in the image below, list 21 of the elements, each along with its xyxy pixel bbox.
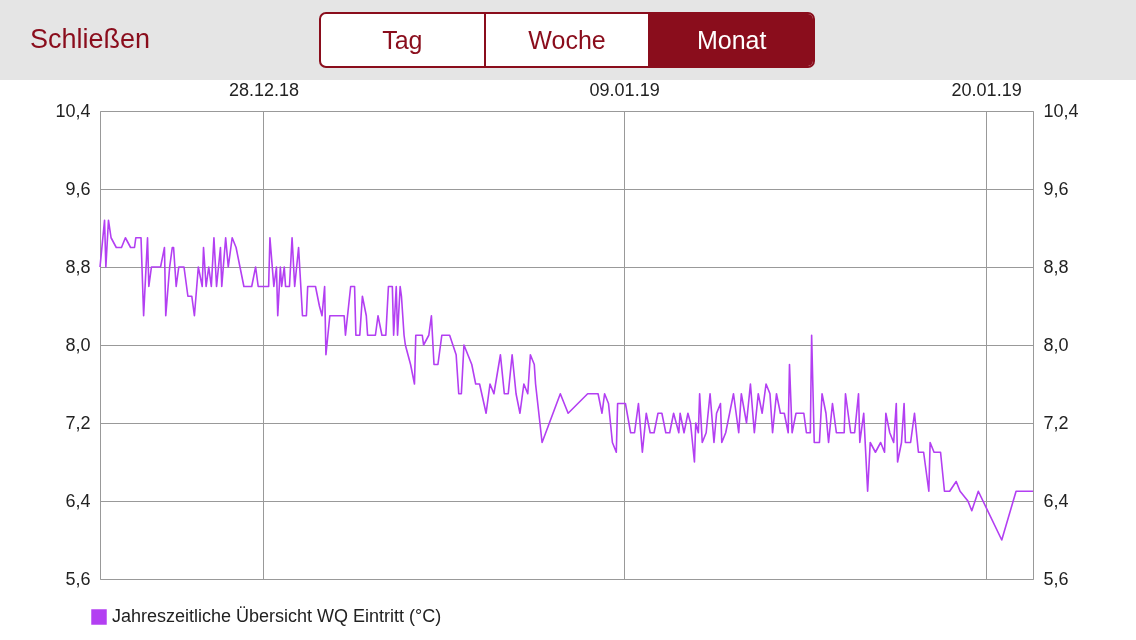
line-series <box>99 219 1034 541</box>
y2-tick-label: 9,6 <box>1043 178 1069 199</box>
y-tick-label: 8,0 <box>65 334 91 355</box>
x-tick-label: 09.01.19 <box>589 79 660 100</box>
y2-tick-label: 8,8 <box>1043 256 1069 277</box>
y-tick-label: 10,4 <box>55 100 91 121</box>
segmented-control: Tag Woche Monat <box>319 12 815 68</box>
legend-label: Jahreszeitliche Übersicht WQ Eintritt (°C) <box>112 606 442 626</box>
y2-tick-label: 8,0 <box>1043 334 1069 355</box>
y-tick-label: 6,4 <box>65 490 91 511</box>
y-tick-label: 9,6 <box>65 178 91 199</box>
x-tick-label: 28.12.18 <box>228 79 299 100</box>
y2-tick-label: 10,4 <box>1043 100 1079 121</box>
y2-tick-label: 5,6 <box>1043 568 1069 589</box>
y2-tick-label: 7,2 <box>1043 412 1069 433</box>
x-tick-label: 20.01.19 <box>951 79 1022 100</box>
y-tick-label: 7,2 <box>65 412 91 433</box>
y-tick-label: 5,6 <box>65 568 91 589</box>
y2-tick-label: 6,4 <box>1043 490 1069 511</box>
text: Schließen <box>30 24 151 55</box>
y-tick-label: 8,8 <box>65 256 91 277</box>
